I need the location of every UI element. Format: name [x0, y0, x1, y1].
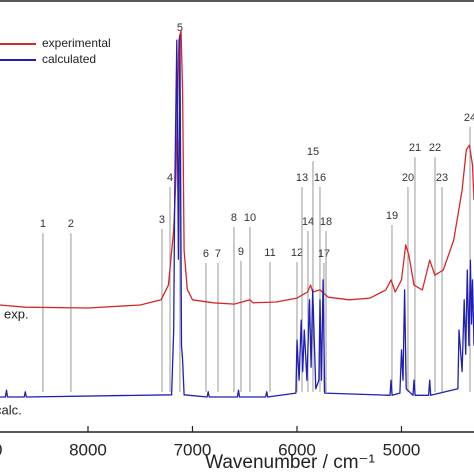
annotation-label: 15: [307, 146, 319, 158]
spectrum-line: [0, 29, 474, 309]
trace-label: calc.: [0, 402, 22, 417]
x-axis-title: Wavenumber / cm⁻¹: [205, 452, 375, 473]
spectrum-line: [0, 34, 474, 398]
annotation-label: 6: [203, 248, 209, 260]
annotation-label: 11: [264, 247, 275, 259]
annotation-label: 16: [314, 172, 326, 184]
x-tick-label: 6000: [278, 440, 316, 459]
annotation-label: 2: [68, 218, 74, 230]
annotation-label: 7: [215, 248, 221, 260]
annotation-label: 20: [402, 172, 414, 184]
annotation-label: 18: [320, 216, 332, 228]
annotation-label: 8: [231, 212, 237, 224]
x-tick-label: 8000: [69, 440, 107, 459]
x-tick-label: 7000: [174, 440, 212, 459]
annotation-label: 23: [436, 172, 448, 184]
annotation-label: 10: [244, 212, 256, 224]
annotation-label: 24: [464, 112, 474, 124]
x-tick-label: 9000: [0, 440, 2, 459]
annotation-label: 14: [302, 216, 314, 228]
annotation-label: 3: [159, 214, 165, 226]
annotation-label: 1: [40, 218, 46, 230]
annotation-label: 13: [296, 172, 308, 184]
annotation-label: 9: [238, 246, 244, 258]
annotation-label: 19: [386, 210, 398, 222]
annotation-label: 17: [318, 248, 330, 260]
trace-label: exp.: [4, 306, 29, 321]
annotation-label: 5: [177, 22, 183, 34]
x-tick-label: 5000: [383, 440, 421, 459]
legend-label: calculated: [42, 52, 96, 66]
annotation-label: 21: [409, 142, 421, 154]
legend-label: experimental: [42, 36, 111, 50]
annotation-label: 12: [291, 247, 303, 259]
annotation-label: 22: [429, 142, 441, 154]
annotation-label: 4: [167, 172, 173, 184]
